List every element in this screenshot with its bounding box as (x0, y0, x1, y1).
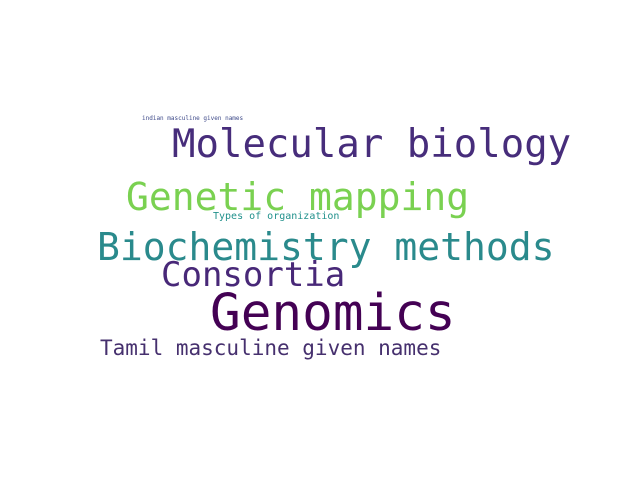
word-tamil-masculine-given-names: Tamil masculine given names (100, 336, 442, 360)
word-consortia: Consortia (161, 255, 346, 295)
word-indian-masculine-given-names: indian masculine given names (142, 115, 244, 122)
word-types-of-organization: Types of organization (213, 211, 340, 222)
word-molecular-biology: Molecular biology (172, 122, 572, 167)
word-biochemistry-methods: Biochemistry methods (97, 225, 555, 269)
word-genetic-mapping: Genetic mapping (126, 175, 470, 219)
word-genomics: Genomics (210, 284, 456, 343)
